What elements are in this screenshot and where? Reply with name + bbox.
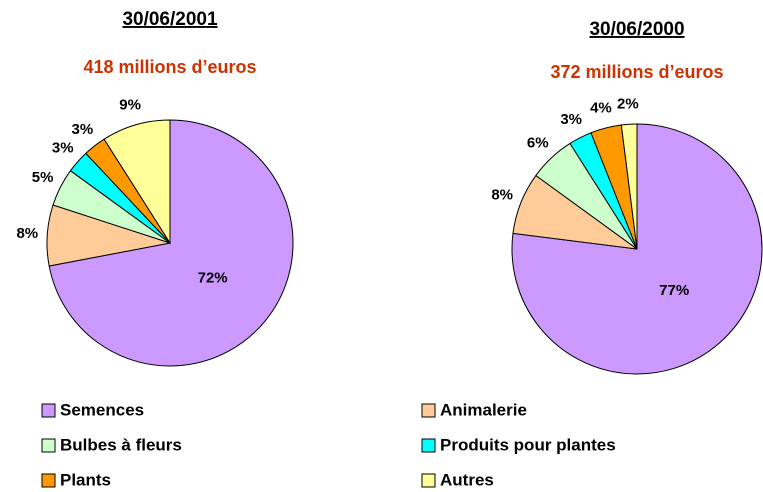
- chart-title: 30/06/2000: [589, 19, 684, 40]
- legend-label: Autres: [440, 470, 494, 489]
- legend-swatch: [41, 473, 56, 488]
- data-label: 6%: [527, 134, 549, 151]
- legend-swatch: [421, 473, 436, 488]
- data-label: 4%: [590, 100, 612, 117]
- data-label: 5%: [32, 169, 54, 186]
- data-label: 3%: [560, 111, 582, 128]
- pie-slice: [103, 119, 171, 245]
- data-label: 3%: [52, 139, 74, 156]
- legend-swatch: [421, 438, 436, 453]
- data-label: 3%: [72, 121, 94, 138]
- chart-title: 30/06/2001: [122, 9, 218, 30]
- pie-slice: [48, 119, 294, 367]
- chart-subtitle: 372 millions d’euros: [550, 62, 723, 82]
- legend-label: Semences: [60, 400, 144, 419]
- data-label: 9%: [119, 97, 141, 114]
- data-label: 8%: [491, 187, 513, 204]
- legend-swatch: [421, 403, 436, 418]
- data-label: 77%: [659, 282, 689, 299]
- data-label: 2%: [617, 95, 639, 112]
- legend-label: Produits pour plantes: [440, 435, 616, 454]
- legend-swatch: [41, 403, 56, 418]
- legend-label: Bulbes à fleurs: [60, 435, 182, 454]
- legend-label: Plants: [60, 470, 111, 489]
- chart-subtitle: 418 millions d’euros: [83, 57, 256, 77]
- legend-swatch: [41, 438, 56, 453]
- data-label: 8%: [16, 225, 38, 242]
- pie-slice: [620, 123, 638, 250]
- data-label: 72%: [198, 269, 228, 286]
- legend-label: Animalerie: [440, 400, 527, 419]
